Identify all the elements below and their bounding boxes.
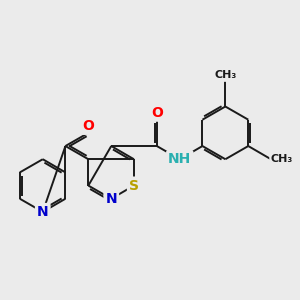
Text: S: S: [129, 178, 139, 193]
Text: N: N: [37, 205, 49, 219]
Text: O: O: [82, 119, 94, 133]
Text: NH: NH: [168, 152, 191, 166]
Text: N: N: [106, 192, 117, 206]
Text: O: O: [151, 106, 163, 120]
Text: CH₃: CH₃: [214, 70, 236, 80]
Text: CH₃: CH₃: [271, 154, 293, 164]
